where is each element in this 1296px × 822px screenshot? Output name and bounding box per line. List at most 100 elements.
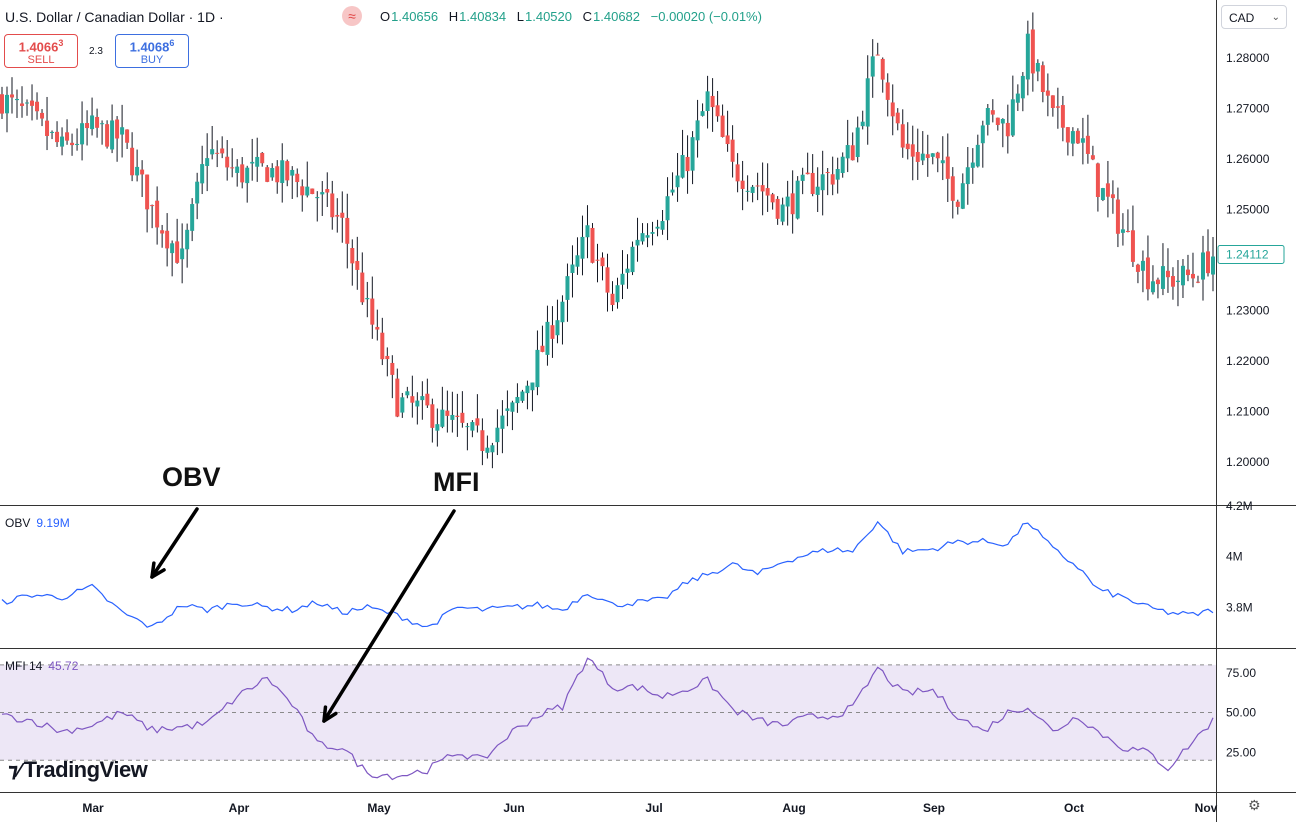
candle[interactable]	[960, 173, 965, 210]
candle[interactable]	[335, 198, 340, 233]
candle[interactable]	[520, 389, 525, 403]
candle[interactable]	[1180, 259, 1185, 298]
candle[interactable]	[625, 254, 630, 289]
candle[interactable]	[860, 110, 865, 130]
candle[interactable]	[100, 120, 105, 145]
broker-logo-icon[interactable]: ≈	[342, 6, 362, 26]
candle[interactable]	[875, 42, 880, 56]
tradingview-logo[interactable]: ⁊⁄ TradingView	[8, 757, 148, 782]
candle[interactable]	[380, 317, 385, 366]
candle[interactable]	[180, 223, 185, 284]
candle[interactable]	[535, 330, 540, 396]
candle[interactable]	[325, 172, 330, 207]
candle[interactable]	[1140, 250, 1145, 293]
candle[interactable]	[245, 165, 250, 203]
candle[interactable]	[220, 136, 225, 159]
candle[interactable]	[465, 422, 470, 451]
candle[interactable]	[415, 392, 420, 425]
candle[interactable]	[55, 121, 60, 147]
candle[interactable]	[810, 154, 815, 197]
candle[interactable]	[910, 125, 915, 181]
candle[interactable]	[980, 120, 985, 168]
candle[interactable]	[1035, 59, 1040, 82]
candle[interactable]	[25, 99, 30, 116]
candle[interactable]	[720, 104, 725, 138]
currency-select[interactable]: CAD ⌄	[1221, 5, 1287, 29]
candle[interactable]	[140, 160, 145, 198]
candle[interactable]	[240, 157, 245, 189]
candle[interactable]	[705, 75, 710, 129]
candle[interactable]	[160, 224, 165, 248]
candle[interactable]	[1095, 162, 1100, 212]
candle[interactable]	[690, 131, 695, 185]
candle[interactable]	[555, 299, 560, 344]
candle[interactable]	[265, 165, 270, 183]
candle[interactable]	[400, 392, 405, 418]
candle[interactable]	[330, 180, 335, 230]
candle[interactable]	[880, 57, 885, 93]
candle[interactable]	[270, 163, 275, 181]
candle[interactable]	[225, 140, 230, 181]
candle[interactable]	[345, 193, 350, 269]
candle[interactable]	[515, 383, 520, 413]
candle[interactable]	[775, 196, 780, 225]
candle[interactable]	[955, 199, 960, 215]
candle[interactable]	[750, 184, 755, 203]
candle[interactable]	[1200, 235, 1205, 301]
candle[interactable]	[370, 276, 375, 339]
candle[interactable]	[395, 368, 400, 418]
candle[interactable]	[600, 252, 605, 281]
candle[interactable]	[420, 381, 425, 420]
candle[interactable]	[290, 166, 295, 199]
candle[interactable]	[440, 386, 445, 429]
candle[interactable]	[820, 150, 825, 216]
candle[interactable]	[770, 192, 775, 210]
candle[interactable]	[560, 295, 565, 345]
candle[interactable]	[500, 400, 505, 454]
candle[interactable]	[340, 191, 345, 243]
candle[interactable]	[680, 129, 685, 179]
candle[interactable]	[815, 167, 820, 213]
candle[interactable]	[135, 149, 140, 182]
candle[interactable]	[360, 252, 365, 305]
candle[interactable]	[1080, 117, 1085, 165]
candle[interactable]	[445, 390, 450, 433]
candle[interactable]	[40, 109, 45, 127]
candle[interactable]	[45, 96, 50, 151]
candle[interactable]	[460, 391, 465, 428]
buy-button[interactable]: 1.40686 BUY	[115, 34, 189, 68]
candle[interactable]	[145, 174, 150, 233]
candle[interactable]	[835, 157, 840, 194]
candle[interactable]	[585, 205, 590, 259]
candle[interactable]	[70, 133, 75, 156]
candle[interactable]	[575, 237, 580, 275]
candle[interactable]	[310, 188, 315, 195]
candle[interactable]	[505, 390, 510, 427]
candle[interactable]	[725, 110, 730, 152]
candle[interactable]	[320, 181, 325, 216]
candle[interactable]	[675, 153, 680, 202]
candle[interactable]	[5, 86, 10, 133]
candle[interactable]	[375, 309, 380, 341]
candle[interactable]	[985, 104, 990, 136]
candle[interactable]	[1205, 229, 1210, 277]
candle[interactable]	[630, 241, 635, 276]
candle[interactable]	[545, 305, 550, 366]
candle[interactable]	[920, 131, 925, 166]
candle[interactable]	[975, 134, 980, 168]
candle[interactable]	[130, 132, 135, 182]
candle[interactable]	[945, 133, 950, 203]
candle[interactable]	[800, 167, 805, 195]
candle[interactable]	[275, 160, 280, 194]
candle[interactable]	[80, 101, 85, 161]
candle[interactable]	[1040, 61, 1045, 103]
candle[interactable]	[1115, 187, 1120, 248]
candle[interactable]	[785, 180, 790, 226]
candle[interactable]	[1015, 84, 1020, 111]
candle[interactable]	[235, 159, 240, 187]
candle[interactable]	[20, 86, 25, 118]
candle[interactable]	[1085, 114, 1090, 164]
candle[interactable]	[475, 394, 480, 433]
candle[interactable]	[355, 236, 360, 290]
candle[interactable]	[780, 197, 785, 226]
